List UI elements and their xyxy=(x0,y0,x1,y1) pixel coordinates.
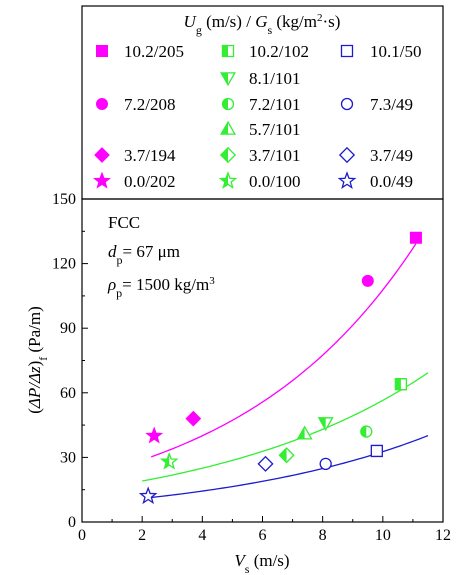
data-point-0.0-100 xyxy=(159,451,179,470)
y-tick-label: 60 xyxy=(60,385,76,402)
legend-label-7.2-208: 7.2/208 xyxy=(124,95,175,114)
annotation-material: FCC xyxy=(108,213,140,232)
data-point-0.0-49 xyxy=(138,486,158,505)
legend-marker-3.7-101 xyxy=(219,146,237,164)
legend-label-5.7-101: 5.7/101 xyxy=(249,120,300,139)
y-tick-label: 90 xyxy=(60,320,76,337)
x-tick-label: 0 xyxy=(78,527,86,544)
data-point-8.1-101 xyxy=(317,417,334,432)
legend-label-7.3-49: 7.3/49 xyxy=(370,95,413,114)
legend-marker-3.7-194 xyxy=(94,147,110,163)
x-tick-label: 12 xyxy=(435,527,451,544)
x-axis-label: Vs (m/s) xyxy=(234,551,289,575)
y-axis-label: (ΔP/Δz)f (Pa/m) xyxy=(25,306,50,414)
legend-label-10.2-102: 10.2/102 xyxy=(249,42,309,61)
annotation-particle-density: ρp= 1500 kg/m3 xyxy=(107,275,215,300)
legend-marker-7.3-49 xyxy=(340,97,354,111)
legend-label-3.7-49: 3.7/49 xyxy=(370,146,413,165)
legend-label-10.1-50: 10.1/50 xyxy=(370,42,421,61)
x-tick-label: 2 xyxy=(138,527,146,544)
legend-marker-0.0-100 xyxy=(218,171,238,189)
y-tick-label: 0 xyxy=(68,514,76,531)
fit-curve-1 xyxy=(142,372,429,482)
legend-marker-10.1-50 xyxy=(340,44,354,58)
data-point-3.7-194 xyxy=(185,410,202,427)
legend-label-0.0-49: 0.0/49 xyxy=(370,172,413,191)
legend-marker-7.2-101 xyxy=(221,97,235,111)
data-point-5.7-101 xyxy=(296,425,313,440)
legend-label-7.2-101: 7.2/101 xyxy=(249,95,300,114)
legend-marker-8.1-101 xyxy=(220,72,236,87)
legend-marker-0.0-202 xyxy=(93,171,111,189)
fit-curve-2 xyxy=(148,435,429,499)
data-point-0.0-202 xyxy=(145,426,164,444)
x-tick-label: 8 xyxy=(319,527,327,544)
legend-label-8.1-101: 8.1/101 xyxy=(249,69,300,88)
legend-label-10.2-205: 10.2/205 xyxy=(124,42,184,61)
annotation-particle-diameter: dp= 67 μm xyxy=(108,242,180,267)
data-point-10.1-50 xyxy=(370,444,383,458)
legend-label-0.0-202: 0.0/202 xyxy=(124,172,175,191)
legend-label-0.0-100: 0.0/100 xyxy=(249,172,300,191)
data-point-7.3-49 xyxy=(319,457,332,470)
legend-marker-10.2-205 xyxy=(96,45,108,57)
data-point-10.2-205 xyxy=(409,231,422,244)
legend-marker-3.7-49 xyxy=(338,146,356,164)
legend-label-3.7-194: 3.7/194 xyxy=(124,146,176,165)
x-tick-label: 10 xyxy=(375,527,391,544)
legend-label-3.7-101: 3.7/101 xyxy=(249,146,300,165)
y-tick-label: 30 xyxy=(60,449,76,466)
x-tick-label: 4 xyxy=(198,527,206,544)
data-points xyxy=(138,231,422,505)
legend-marker-0.0-49 xyxy=(337,171,357,189)
legend-marker-5.7-101 xyxy=(220,120,236,135)
legend-marker-10.2-102 xyxy=(221,44,235,58)
data-point-3.7-49 xyxy=(257,455,274,472)
data-point-3.7-101 xyxy=(278,447,295,464)
data-point-7.2-208 xyxy=(361,274,374,287)
y-tick-label: 120 xyxy=(52,256,76,273)
fit-curve-0 xyxy=(150,243,417,458)
y-tick-label: 150 xyxy=(52,191,76,208)
x-tick-label: 6 xyxy=(259,527,267,544)
data-point-7.2-101 xyxy=(360,425,373,438)
legend-title: Ug (m/s) / Gs (kg/m2·s) xyxy=(184,12,341,37)
data-point-10.2-102 xyxy=(394,378,408,391)
legend-marker-7.2-208 xyxy=(95,98,109,110)
